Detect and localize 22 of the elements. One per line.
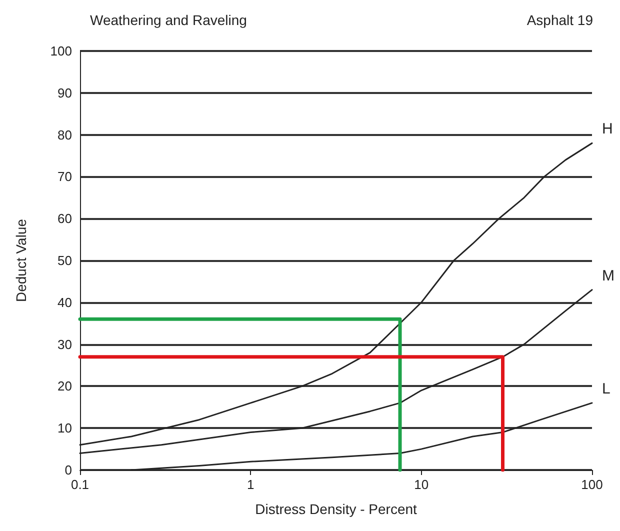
y-tick-label: 100 — [50, 44, 72, 58]
series-label: H — [602, 120, 613, 138]
y-tick-label: 70 — [58, 169, 72, 184]
x-tick-label: 100 — [581, 477, 603, 492]
x-tick-label: 10 — [414, 477, 429, 492]
x-tick-label: 1 — [247, 477, 254, 492]
x-tick-label: 0.1 — [70, 477, 90, 492]
x-axis-title: Distress Density - Percent — [255, 501, 418, 517]
y-tick-label: 30 — [58, 336, 72, 352]
chart-subtitle: Asphalt 19 — [526, 12, 594, 28]
y-tick-label: 50 — [58, 253, 72, 268]
y-tick-label: 0 — [64, 462, 72, 478]
y-tick-label: 20 — [58, 378, 72, 394]
series-label: L — [602, 380, 610, 398]
y-tick-label: 80 — [58, 127, 72, 142]
y-tick-label: 60 — [58, 211, 72, 226]
series-label: M — [602, 267, 614, 284]
chart-title: Weathering and Raveling — [90, 12, 247, 28]
y-axis-title: Deduct Value — [13, 218, 29, 302]
y-tick-label: 90 — [58, 85, 72, 100]
y-tick-label: 40 — [58, 294, 72, 310]
y-tick-label: 10 — [58, 420, 72, 436]
